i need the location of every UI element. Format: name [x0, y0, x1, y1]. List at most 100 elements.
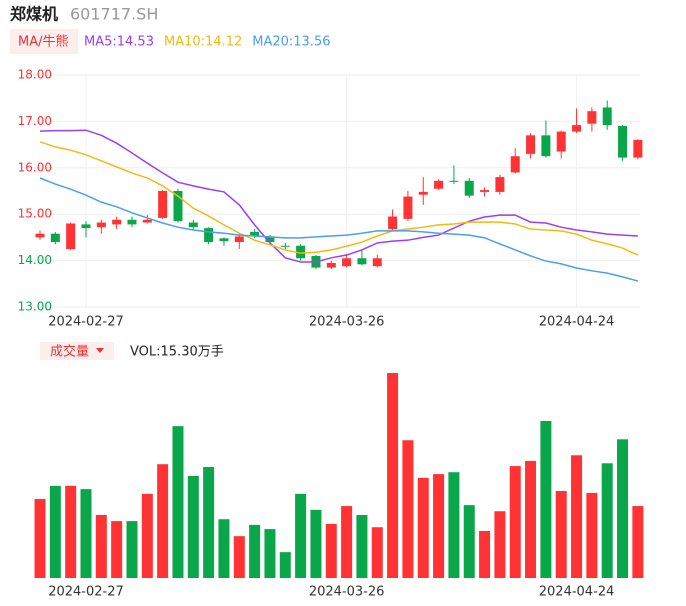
volume-label: VOL:15.30万手: [130, 345, 224, 360]
candle-body: [541, 135, 551, 157]
volume-bar: [141, 493, 153, 578]
volume-bar: [601, 463, 613, 578]
candle-body: [633, 139, 643, 158]
volume-bar: [448, 472, 460, 578]
candle-body: [158, 191, 168, 218]
volume-bar: [632, 506, 644, 578]
candle-body: [418, 191, 428, 195]
candle-body: [296, 245, 306, 259]
volume-bar: [249, 524, 261, 578]
volume-bar: [509, 466, 521, 578]
legend-entry: MA10:14.12: [164, 35, 242, 50]
volume-bar: [540, 420, 552, 578]
candle-body: [464, 180, 474, 196]
candle-body: [449, 180, 459, 182]
volume-bar: [203, 467, 215, 578]
volume-bar: [371, 527, 383, 578]
candle-body: [388, 216, 398, 230]
volume-button[interactable]: 成交量: [50, 344, 89, 360]
y-tick-label: 13.00: [18, 300, 52, 314]
volume-bar: [417, 477, 429, 578]
y-tick-label: 18.00: [18, 68, 52, 82]
volume-bar: [402, 440, 414, 578]
x-tick-label: 2024-04-24: [539, 585, 615, 600]
indicator-button[interactable]: MA/牛熊: [18, 34, 69, 50]
candle-body: [96, 222, 106, 228]
volume-bar: [233, 536, 245, 578]
volume-bar: [525, 460, 537, 578]
volume-bar: [218, 519, 230, 578]
volume-bar: [34, 499, 46, 578]
candle-body: [357, 258, 367, 265]
candle-body: [342, 258, 352, 267]
volume-bar: [325, 523, 337, 578]
y-tick-label: 17.00: [18, 114, 52, 128]
candle-body: [403, 196, 413, 219]
volume-bar: [356, 514, 368, 578]
volume-button-bg[interactable]: [40, 342, 114, 360]
candle-body: [35, 233, 45, 238]
candle-body: [66, 223, 76, 249]
candle-body: [618, 126, 628, 158]
candle-body: [495, 177, 505, 192]
volume-bar: [157, 464, 169, 578]
candle-body: [142, 219, 152, 223]
volume-bar: [617, 439, 629, 578]
volume-bar: [49, 485, 61, 578]
candle-body: [219, 238, 229, 242]
volume-bar: [387, 373, 399, 578]
candle-body: [587, 111, 597, 124]
legend-entry: MA20:13.56: [252, 35, 330, 50]
volume-bar: [279, 552, 291, 578]
x-tick-label: 2024-02-27: [48, 585, 124, 600]
y-tick-label: 14.00: [18, 253, 52, 267]
candle-body: [265, 236, 275, 243]
candle-body: [250, 231, 260, 237]
volume-bar: [264, 529, 276, 578]
candle-body: [572, 125, 582, 132]
candle-body: [112, 219, 122, 225]
candle-body: [188, 222, 198, 228]
dropdown-arrow[interactable]: [96, 348, 104, 353]
y-tick-label: 16.00: [18, 160, 52, 174]
x-tick-label: 2024-04-24: [539, 315, 615, 330]
volume-bar: [95, 514, 107, 578]
indicator-button-bg[interactable]: [10, 29, 78, 54]
volume-bar: [463, 505, 475, 578]
stock-name: 郑煤机: [10, 5, 58, 24]
volume-bar: [80, 489, 92, 578]
stock-code: 601717.SH: [70, 5, 158, 24]
candle-body: [526, 135, 536, 154]
candle-body: [173, 191, 183, 222]
legend-entry: MA5:14.53: [84, 35, 154, 50]
candle-body: [372, 258, 382, 267]
volume-bar: [571, 455, 583, 578]
volume-bar: [341, 506, 353, 578]
candle-body: [510, 156, 520, 173]
candle-body: [434, 180, 444, 189]
ma-line: [39, 141, 639, 256]
volume-bar: [479, 530, 491, 578]
volume-bar: [126, 521, 138, 578]
candle-body: [204, 228, 214, 243]
candle-body: [326, 262, 336, 268]
candle-body: [480, 190, 490, 192]
y-tick-label: 15.00: [18, 207, 52, 221]
candle-body: [81, 224, 91, 229]
volume-bar: [295, 493, 307, 578]
candle-body: [602, 107, 612, 126]
volume-bar: [172, 426, 184, 578]
volume-bar: [310, 509, 322, 578]
volume-bar: [65, 485, 77, 578]
x-tick-label: 2024-03-26: [309, 315, 385, 330]
candle-body: [234, 236, 244, 243]
volume-bar: [111, 521, 123, 578]
ma-line: [39, 177, 639, 282]
candle-body: [127, 219, 137, 225]
volume-bar: [187, 475, 199, 578]
volume-bar: [555, 491, 567, 578]
candle-body: [280, 245, 290, 247]
x-tick-label: 2024-03-26: [309, 585, 385, 600]
ma-line: [39, 129, 638, 263]
